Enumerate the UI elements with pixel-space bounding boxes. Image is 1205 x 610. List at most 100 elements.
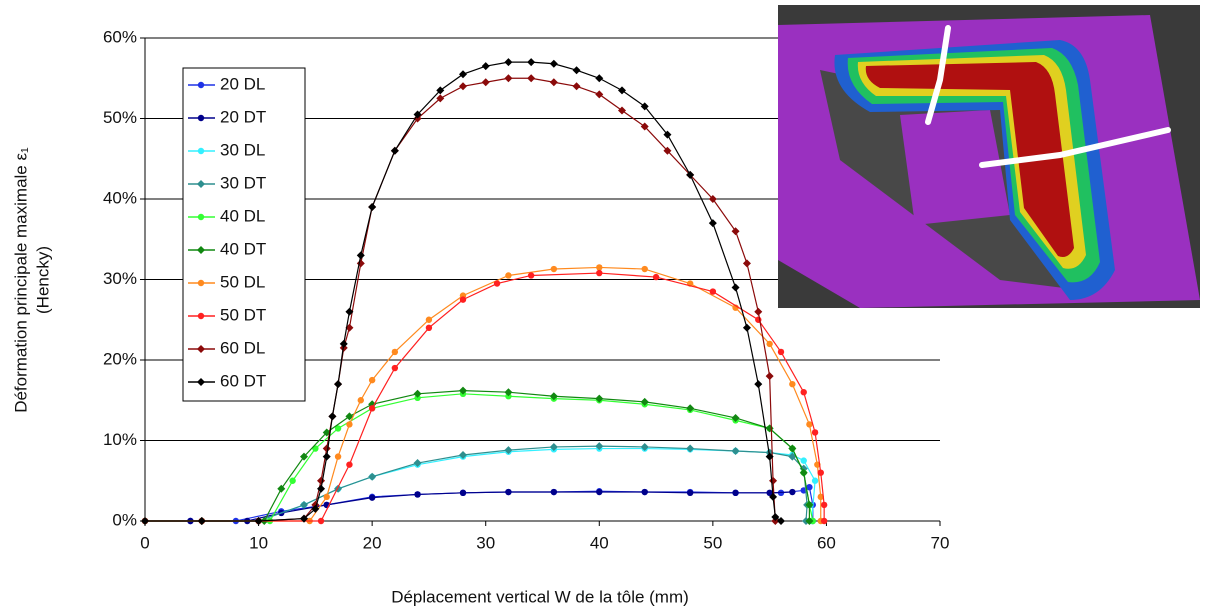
photo-section-line [979, 127, 1171, 168]
plot-area [140, 37, 941, 526]
data-point [595, 74, 604, 83]
data-point [300, 514, 308, 523]
data-point [413, 110, 422, 119]
inset-photo [778, 5, 1200, 308]
data-point [731, 446, 740, 455]
data-point [425, 324, 433, 331]
data-point [811, 477, 819, 484]
data-point [317, 476, 326, 485]
data-point [391, 348, 399, 356]
legend-label: 20 DT [220, 107, 266, 126]
data-point [596, 269, 603, 277]
y-tick-label: 10% [103, 430, 137, 449]
data-point [618, 86, 626, 95]
data-point [806, 483, 813, 491]
photo-section-line [925, 25, 951, 125]
photo-inner [900, 110, 1010, 225]
data-point [197, 517, 206, 525]
data-point [766, 340, 773, 348]
data-point [346, 421, 353, 428]
data-point [572, 66, 581, 75]
data-point [322, 452, 331, 461]
legend-marker [197, 81, 205, 89]
legend-marker [197, 246, 205, 254]
data-point [527, 58, 536, 67]
data-point [459, 82, 467, 91]
data-point [789, 380, 796, 388]
data-point [789, 488, 796, 496]
legend-box [182, 67, 306, 402]
data-point [504, 74, 513, 83]
data-point [805, 517, 814, 525]
data-point [368, 203, 377, 212]
series [141, 58, 785, 525]
series-line [145, 266, 822, 522]
data-point [311, 504, 320, 513]
legend-label: 40 DL [220, 206, 265, 225]
data-point [640, 102, 649, 111]
series [141, 442, 812, 525]
x-tick-label: 60 [817, 533, 836, 552]
data-point [806, 421, 813, 428]
data-point [811, 429, 819, 436]
data-point [769, 476, 778, 485]
photo-band-red [865, 62, 1074, 257]
legend-label: 20 DL [220, 74, 265, 93]
legend-label: 40 DT [220, 239, 266, 258]
data-point [550, 488, 558, 496]
legend-marker [197, 180, 205, 188]
legend-label: 30 DL [220, 140, 265, 159]
series [141, 390, 816, 525]
series-line [145, 491, 793, 522]
data-point [357, 397, 364, 404]
x-tick-label: 20 [363, 533, 382, 552]
y-axis-label: (Hencky) [33, 246, 52, 314]
y-axis-label: Déformation principale maximale ε₁ [11, 147, 30, 413]
data-point [800, 457, 807, 464]
data-point [459, 70, 467, 79]
series-line [145, 447, 816, 522]
y-tick-label: 30% [103, 269, 137, 288]
x-tick-label: 0 [140, 533, 149, 552]
data-point [765, 452, 774, 461]
data-point [505, 393, 512, 400]
series [141, 445, 819, 525]
data-point [596, 264, 603, 271]
y-tick-label: 20% [103, 349, 137, 368]
legend-marker [197, 378, 205, 386]
y-tick-label: 50% [103, 108, 137, 127]
legend-marker [197, 345, 205, 353]
data-point [709, 288, 717, 295]
data-point [549, 78, 558, 87]
data-point [731, 283, 740, 292]
data-point [686, 170, 695, 179]
data-point [345, 307, 354, 316]
data-point [765, 372, 774, 381]
data-point [742, 259, 751, 268]
data-point [686, 489, 694, 497]
data-point [459, 386, 467, 395]
data-point [777, 517, 785, 525]
data-point [549, 59, 558, 68]
data-point [345, 412, 354, 421]
data-point [141, 517, 149, 525]
data-point [769, 492, 778, 501]
data-point [731, 227, 740, 236]
x-tick-label: 40 [590, 533, 609, 552]
data-point [640, 442, 649, 451]
x-tick-label: 50 [703, 533, 722, 552]
data-point [414, 394, 421, 402]
data-point [334, 425, 342, 432]
data-point [686, 444, 695, 453]
data-point [686, 404, 695, 413]
data-point [640, 122, 649, 131]
data-point [549, 442, 558, 451]
data-point [300, 500, 308, 509]
legend-label: 60 DL [220, 338, 265, 357]
data-point [549, 392, 558, 401]
data-point [754, 307, 763, 316]
data-point [459, 489, 467, 497]
legend: 20 DL 20 DT 30 DL 30 DT 40 DL 40 DT 50 DL 50 DT… [182, 67, 306, 402]
data-point [504, 388, 513, 397]
data-point [641, 488, 648, 496]
